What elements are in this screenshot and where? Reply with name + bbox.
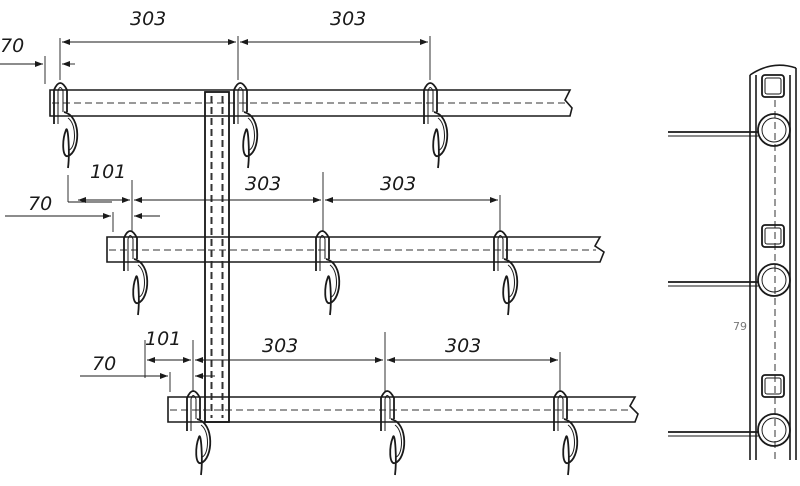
- hook-row1-1: [53, 82, 79, 169]
- dim-row1-303b: 303: [330, 8, 366, 30]
- dim-row3-303b: 303: [445, 335, 481, 357]
- rail-1: [49, 89, 573, 117]
- dim-row1-303a: 303: [130, 8, 166, 30]
- hook-row1-2: [233, 82, 259, 169]
- dim-row2-101: 101: [90, 161, 126, 183]
- dim-row3-70: 70: [92, 353, 116, 375]
- side-view: 79: [668, 64, 797, 460]
- rail-2: [106, 236, 605, 263]
- side-hook-2: [668, 224, 791, 297]
- dim-row3-101: 101: [145, 328, 181, 350]
- dim-row2-303b: 303: [380, 173, 416, 195]
- hook-row2-1: [123, 230, 149, 316]
- dimensions-row-1: 303 303 70: [0, 8, 431, 84]
- hook-row3-3: [553, 390, 579, 476]
- hook-row3-1: [186, 390, 212, 476]
- hooks-group: [53, 82, 579, 476]
- dim-row2-303a: 303: [245, 173, 281, 195]
- hook-row3-2: [380, 390, 406, 476]
- hook-row1-3: [423, 82, 449, 169]
- hook-row2-2: [315, 230, 341, 316]
- side-hook-1: [668, 74, 791, 147]
- vertical-post: [204, 91, 230, 423]
- dim-row1-70: 70: [0, 35, 24, 57]
- dim-row3-303a: 303: [262, 335, 298, 357]
- vertical-post-front: [204, 91, 230, 423]
- rail-3: [167, 396, 639, 423]
- hook-row2-3: [493, 230, 519, 316]
- dimensions-row-2: 70 101 303 303: [5, 161, 501, 232]
- side-view-label: 79: [733, 320, 747, 333]
- dimensions-row-3: 70 101 303 303: [80, 328, 561, 392]
- side-hook-3: [668, 374, 791, 447]
- dim-row2-70: 70: [28, 193, 52, 215]
